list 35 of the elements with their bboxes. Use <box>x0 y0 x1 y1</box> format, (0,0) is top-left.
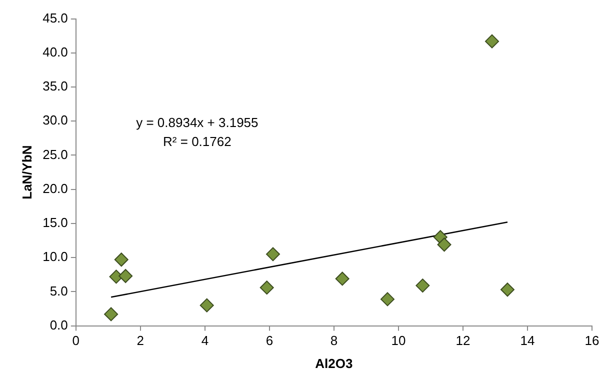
x-axis-title: Al2O3 <box>315 356 353 371</box>
point <box>114 252 128 267</box>
x-tick-label: 8 <box>330 333 338 348</box>
annotation: y = 0.8934x + 3.1955 <box>136 114 258 130</box>
y-tick-label: 10.0 <box>42 249 68 264</box>
point <box>200 298 214 312</box>
point <box>500 282 514 297</box>
y-tick-label: 20.0 <box>42 180 68 196</box>
point <box>485 34 500 48</box>
y-tick-label: 25.0 <box>42 146 68 162</box>
y-tick-label: 15.0 <box>42 215 68 230</box>
y-tick-label: 0.0 <box>50 317 68 332</box>
point <box>437 238 452 252</box>
y-tick-label: 5.0 <box>50 283 68 298</box>
x-tick-label: 4 <box>201 333 209 348</box>
y-tick-label: 35.0 <box>42 78 68 94</box>
x-tick-label: 12 <box>456 333 470 348</box>
point <box>118 269 133 283</box>
x-tick-label: 14 <box>520 333 535 348</box>
x-tick-label: 10 <box>391 333 406 348</box>
point <box>266 247 280 262</box>
y-tick-label: 40.0 <box>42 44 68 60</box>
x-tick-label: 6 <box>266 333 274 348</box>
point <box>104 307 118 322</box>
x-tick-label: 2 <box>136 333 144 348</box>
y-axis-title: LaN/YbN <box>19 145 34 200</box>
point <box>380 292 394 306</box>
point <box>335 272 350 286</box>
y-tick-label: 45.0 <box>42 10 68 26</box>
x-tick-label: 16 <box>584 333 600 348</box>
y-tick-label: 30.0 <box>42 112 68 128</box>
x-tick-label: 0 <box>72 333 80 348</box>
point <box>260 280 274 295</box>
annotation: R² = 0.1762 <box>163 134 232 149</box>
point <box>416 278 430 293</box>
